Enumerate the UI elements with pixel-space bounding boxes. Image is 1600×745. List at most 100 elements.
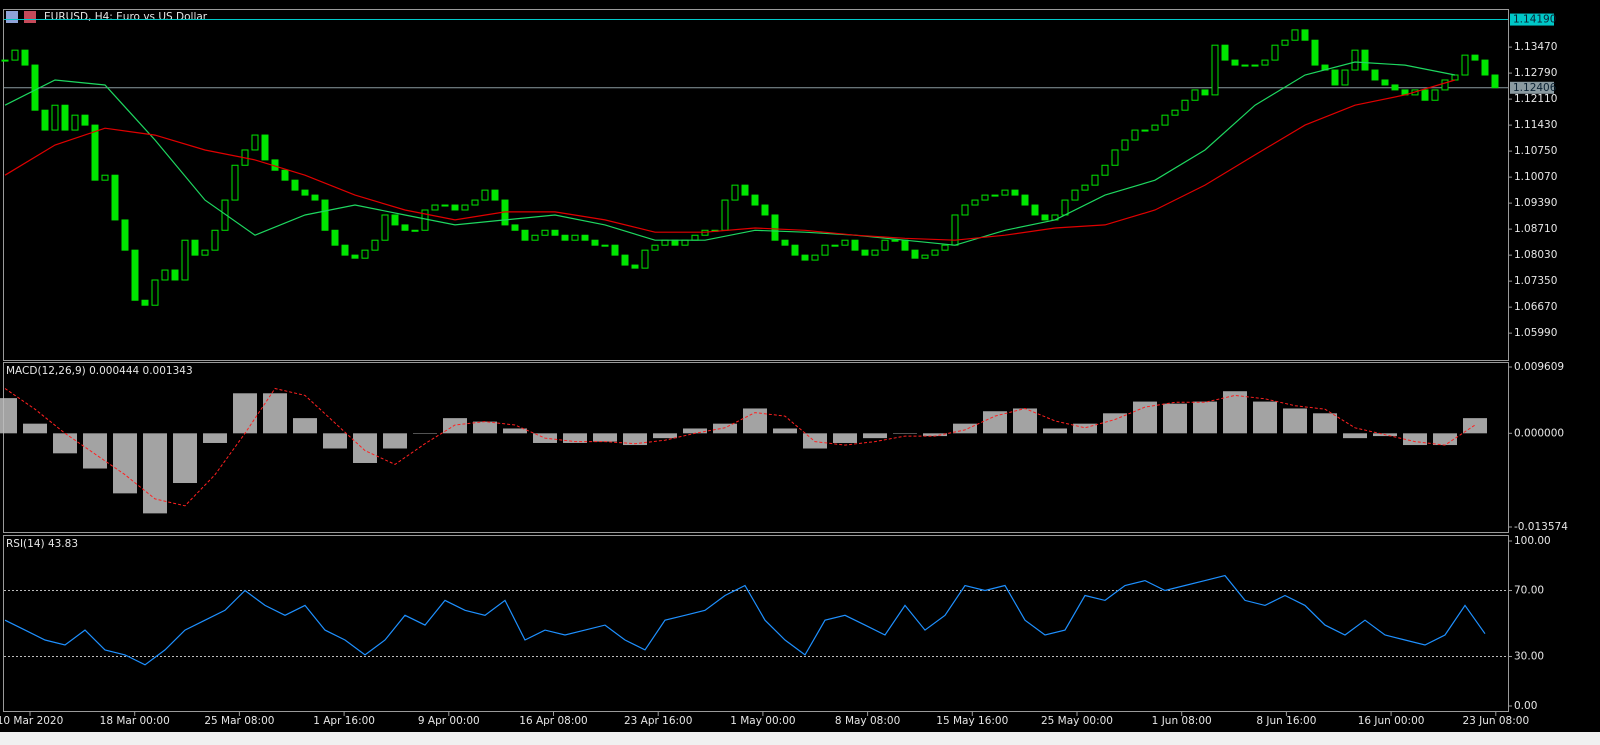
candle	[21, 49, 29, 66]
candle	[631, 264, 639, 269]
candle	[861, 249, 869, 256]
macd-bar	[683, 428, 707, 434]
macd-bar	[1253, 401, 1277, 434]
candle	[451, 204, 459, 211]
candle	[261, 134, 269, 161]
y-tick-label: 70.00	[1514, 585, 1544, 597]
y-tick-label: 1.07350	[1514, 275, 1557, 287]
candle	[691, 234, 699, 241]
candle	[581, 234, 589, 241]
candle	[1251, 64, 1259, 67]
rsi-frame	[3, 535, 1509, 712]
candle	[111, 174, 119, 221]
candle	[1381, 79, 1389, 86]
candle	[231, 164, 239, 201]
candle	[911, 249, 919, 259]
macd-bar	[1193, 401, 1217, 434]
y-tick-label: -0.013574	[1514, 521, 1568, 533]
candle	[571, 234, 579, 241]
candle	[1221, 44, 1229, 61]
candle	[1041, 214, 1049, 221]
y-tick-label: 0.00	[1514, 700, 1537, 712]
candle	[351, 254, 359, 259]
macd-bar	[1313, 413, 1337, 434]
candle	[131, 249, 139, 301]
moving-average	[4, 61, 1456, 246]
x-tick-label: 18 Mar 00:00	[100, 715, 170, 727]
signal-line	[4, 387, 1476, 507]
candle	[371, 239, 379, 251]
candle	[1421, 89, 1429, 101]
candle	[201, 249, 209, 256]
macd-bar	[53, 433, 77, 454]
candle	[1101, 164, 1109, 176]
candle	[511, 224, 519, 231]
macd-bar	[1403, 433, 1427, 446]
candle	[91, 124, 99, 181]
candle	[11, 49, 19, 61]
macd-bar	[1283, 408, 1307, 434]
candle	[761, 204, 769, 216]
candle	[1281, 39, 1289, 46]
macd-bar	[173, 433, 197, 484]
candle	[141, 299, 149, 306]
candle	[781, 239, 789, 246]
macd-bar	[893, 433, 917, 434]
candle	[1231, 59, 1239, 66]
macd-bar	[473, 421, 497, 434]
candle	[1461, 54, 1469, 76]
candle	[1171, 109, 1179, 116]
candle	[941, 244, 949, 251]
macd-bar	[653, 433, 677, 439]
macd-bar	[1343, 433, 1367, 439]
candle	[1201, 89, 1209, 96]
candle	[491, 189, 499, 201]
candle	[621, 254, 629, 266]
y-tick-label: 30.00	[1514, 651, 1544, 663]
candle	[1001, 189, 1009, 196]
candle	[971, 199, 979, 206]
macd-title: MACD(12,26,9) 0.000444 0.001343	[6, 365, 193, 377]
macd-bar	[1073, 423, 1097, 434]
candle	[871, 249, 879, 256]
candle	[411, 229, 419, 232]
candle	[1481, 59, 1489, 76]
y-tick-label: 1.12110	[1514, 93, 1557, 105]
candle	[1011, 189, 1019, 196]
price-label-box	[1510, 81, 1554, 94]
candle	[601, 244, 609, 247]
candle	[1331, 69, 1339, 86]
candle	[1061, 199, 1069, 216]
candle	[1071, 189, 1079, 201]
macd-bar	[1103, 413, 1127, 434]
candle	[181, 239, 189, 281]
x-tick-label: 8 Jun 16:00	[1256, 715, 1316, 727]
candle	[821, 244, 829, 256]
moving-average	[4, 79, 1456, 241]
candle	[801, 254, 809, 261]
y-tick-label: 1.10070	[1514, 171, 1557, 183]
macd-bar	[713, 423, 737, 434]
candle	[431, 204, 439, 211]
candle	[1, 59, 9, 62]
candle	[1341, 69, 1349, 86]
x-tick-label: 15 May 16:00	[936, 715, 1008, 727]
macd-bar	[503, 428, 527, 434]
candle	[481, 189, 489, 201]
candle	[1451, 74, 1459, 81]
rsi-line	[4, 574, 1486, 666]
macd-bar	[23, 423, 47, 434]
symbol-icon	[24, 11, 36, 23]
macd-bar	[833, 433, 857, 443]
candle	[651, 244, 659, 251]
candle	[121, 219, 129, 251]
candle	[1441, 79, 1449, 91]
x-tick-label: 1 May 00:00	[730, 715, 795, 727]
y-tick-label: 100.00	[1514, 535, 1551, 547]
y-tick-label: 0.009609	[1514, 361, 1564, 373]
candle	[441, 204, 449, 207]
candle	[361, 249, 369, 259]
symbol-icon	[6, 11, 18, 23]
